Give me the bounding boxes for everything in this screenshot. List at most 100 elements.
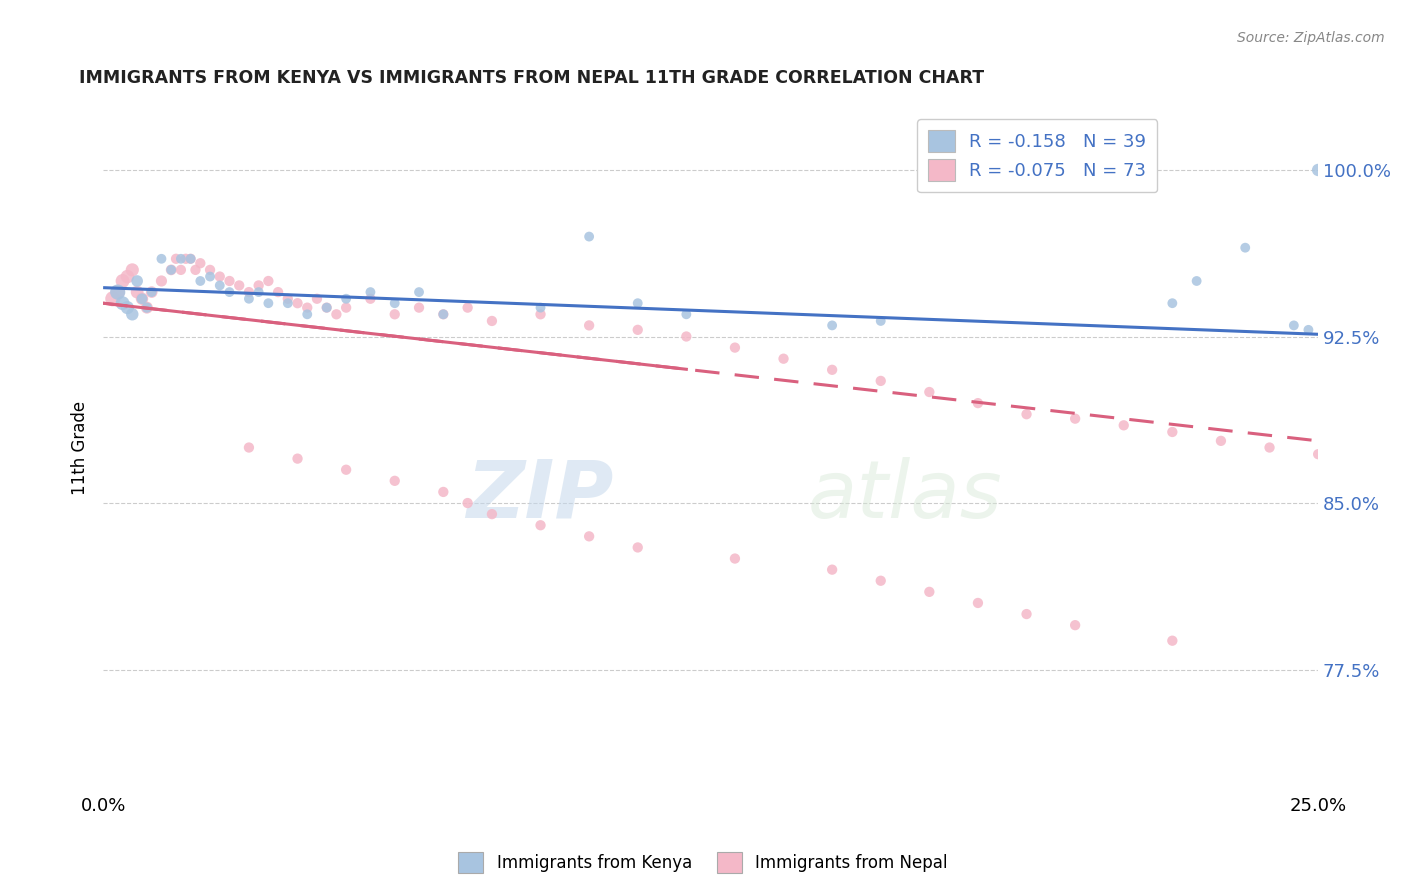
Point: [218, 274, 240, 288]
Point: [141, 285, 163, 299]
Point: [627, 541, 650, 555]
Point: [1161, 296, 1184, 310]
Legend: R = -0.158   N = 39, R = -0.075   N = 73: R = -0.158 N = 39, R = -0.075 N = 73: [917, 120, 1157, 192]
Point: [918, 384, 941, 399]
Point: [121, 307, 143, 321]
Text: Source: ZipAtlas.com: Source: ZipAtlas.com: [1237, 31, 1385, 45]
Text: IMMIGRANTS FROM KENYA VS IMMIGRANTS FROM NEPAL 11TH GRADE CORRELATION CHART: IMMIGRANTS FROM KENYA VS IMMIGRANTS FROM…: [79, 69, 984, 87]
Point: [1064, 411, 1087, 425]
Point: [117, 301, 139, 315]
Point: [277, 292, 299, 306]
Point: [1308, 163, 1330, 178]
Point: [335, 301, 357, 315]
Point: [247, 278, 270, 293]
Point: [578, 318, 600, 333]
Point: [297, 301, 319, 315]
Point: [1015, 407, 1038, 421]
Point: [821, 363, 844, 377]
Y-axis label: 11th Grade: 11th Grade: [72, 401, 89, 494]
Point: [359, 285, 381, 299]
Point: [135, 301, 157, 315]
Point: [529, 301, 551, 315]
Point: [359, 292, 381, 306]
Point: [107, 285, 129, 299]
Point: [287, 296, 309, 310]
Point: [117, 269, 139, 284]
Point: [1112, 418, 1135, 433]
Point: [967, 396, 990, 410]
Point: [238, 292, 260, 306]
Point: [198, 269, 221, 284]
Point: [1282, 318, 1305, 333]
Point: [267, 285, 290, 299]
Point: [384, 296, 406, 310]
Point: [529, 307, 551, 321]
Point: [457, 301, 479, 315]
Legend: Immigrants from Kenya, Immigrants from Nepal: Immigrants from Kenya, Immigrants from N…: [451, 846, 955, 880]
Point: [1209, 434, 1232, 448]
Point: [315, 301, 337, 315]
Point: [188, 274, 211, 288]
Point: [111, 274, 134, 288]
Point: [578, 229, 600, 244]
Point: [918, 585, 941, 599]
Point: [257, 274, 280, 288]
Point: [315, 301, 337, 315]
Point: [384, 474, 406, 488]
Point: [111, 296, 134, 310]
Point: [335, 463, 357, 477]
Point: [180, 252, 202, 266]
Point: [724, 341, 747, 355]
Point: [1308, 447, 1330, 461]
Point: [627, 296, 650, 310]
Point: [208, 278, 231, 293]
Point: [481, 507, 503, 521]
Point: [208, 269, 231, 284]
Point: [724, 551, 747, 566]
Point: [135, 301, 157, 315]
Point: [247, 285, 270, 299]
Point: [869, 574, 891, 588]
Point: [170, 263, 193, 277]
Point: [170, 252, 193, 266]
Point: [1298, 323, 1320, 337]
Text: atlas: atlas: [808, 457, 1002, 534]
Point: [131, 292, 153, 306]
Point: [529, 518, 551, 533]
Point: [131, 292, 153, 306]
Point: [150, 274, 173, 288]
Point: [218, 285, 240, 299]
Point: [1234, 241, 1257, 255]
Point: [1161, 425, 1184, 439]
Point: [150, 252, 173, 266]
Point: [675, 307, 697, 321]
Point: [384, 307, 406, 321]
Point: [1015, 607, 1038, 621]
Point: [481, 314, 503, 328]
Point: [165, 252, 187, 266]
Point: [297, 307, 319, 321]
Point: [869, 314, 891, 328]
Point: [160, 263, 183, 277]
Point: [107, 285, 129, 299]
Point: [198, 263, 221, 277]
Point: [287, 451, 309, 466]
Point: [457, 496, 479, 510]
Point: [432, 307, 454, 321]
Point: [1064, 618, 1087, 632]
Point: [305, 292, 328, 306]
Point: [121, 263, 143, 277]
Point: [1161, 633, 1184, 648]
Point: [967, 596, 990, 610]
Point: [160, 263, 183, 277]
Point: [432, 307, 454, 321]
Point: [869, 374, 891, 388]
Point: [1258, 441, 1281, 455]
Point: [325, 307, 347, 321]
Point: [627, 323, 650, 337]
Point: [238, 285, 260, 299]
Point: [277, 296, 299, 310]
Point: [821, 318, 844, 333]
Point: [1185, 274, 1208, 288]
Point: [188, 256, 211, 270]
